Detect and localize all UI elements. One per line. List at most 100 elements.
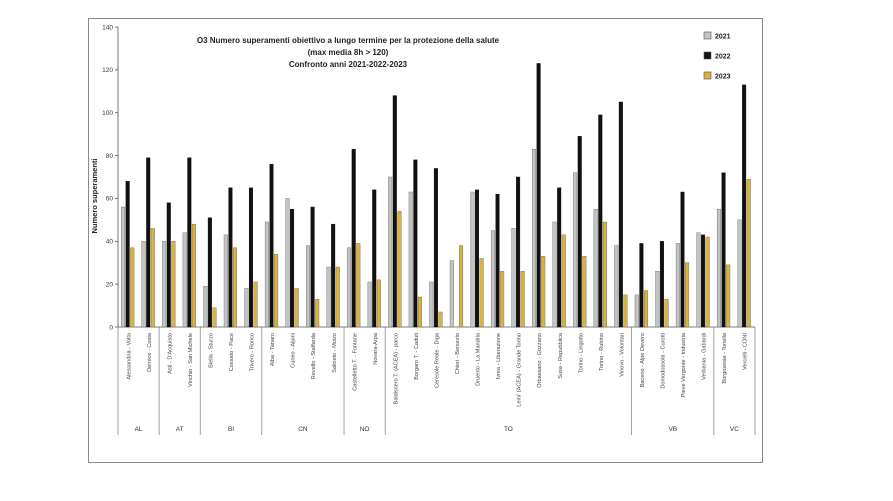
bar-2023 xyxy=(212,307,217,328)
bar-2023 xyxy=(479,258,484,328)
category-label: Saliceto - Moizo xyxy=(332,333,338,373)
y-tick-label: 140 xyxy=(102,24,113,31)
bar-2023 xyxy=(171,241,176,328)
bar-2022 xyxy=(433,168,438,328)
bar-2023 xyxy=(459,245,464,328)
bar-2023 xyxy=(376,279,381,328)
bar-2022 xyxy=(475,189,480,328)
legend-label-2022: 2022 xyxy=(715,54,731,61)
category-label: Vercelli - CONI xyxy=(743,333,749,370)
bar-2021 xyxy=(141,241,146,328)
bar-2023 xyxy=(602,221,607,328)
legend-swatch-2021 xyxy=(703,31,712,40)
category-label: Leini' (ACEA) - Grande Torino xyxy=(517,333,523,407)
y-tick-label: 60 xyxy=(106,196,114,203)
bar-2021 xyxy=(593,208,598,328)
bar-2021 xyxy=(511,228,516,328)
category-label: Dernice - Costa xyxy=(147,332,153,372)
y-tick-label: 40 xyxy=(106,239,114,246)
bar-2022 xyxy=(721,172,726,328)
legend: 2021 2022 2023 xyxy=(703,31,731,81)
category-label: Vinovo - Volontari xyxy=(619,333,625,377)
bar-2022 xyxy=(290,208,295,328)
bar-2022 xyxy=(536,63,541,328)
bar-2021 xyxy=(634,294,639,328)
bar-2023 xyxy=(417,296,422,328)
y-tick-label: 20 xyxy=(106,281,114,288)
bar-2023 xyxy=(130,247,135,328)
chart-frame xyxy=(88,18,763,463)
group-labels: AL AT BI CN NO TO VB VC xyxy=(117,327,756,435)
y-tick-label: 80 xyxy=(106,153,114,160)
bar-2023 xyxy=(500,271,505,328)
bar-2022 xyxy=(125,181,130,328)
bar-2021 xyxy=(408,191,413,328)
y-axis-label: Numero superamenti xyxy=(90,158,99,233)
bar-2023 xyxy=(150,228,155,328)
bar-2021 xyxy=(737,219,742,328)
bar-2023 xyxy=(274,253,279,328)
bar-2022 xyxy=(146,157,151,328)
bar-2023 xyxy=(541,256,546,328)
bar-2023 xyxy=(561,234,566,328)
bar-2022 xyxy=(187,157,192,328)
bar-2021 xyxy=(429,281,434,328)
bar-2021 xyxy=(367,281,372,328)
bar-2021 xyxy=(162,241,167,328)
legend-swatch-2023 xyxy=(703,71,712,80)
bar-2022 xyxy=(392,95,397,328)
bar-2022 xyxy=(351,148,356,328)
bar-2023 xyxy=(685,262,690,328)
bar-2023 xyxy=(294,288,299,328)
category-label: Revello - Staffarda xyxy=(311,332,317,379)
y-tick-label: 100 xyxy=(102,110,113,117)
group-label: AT xyxy=(176,426,184,433)
chart-title-line-2: (max media 8h > 120) xyxy=(308,48,389,57)
category-label: Alessandria - Volta xyxy=(126,332,132,380)
category-label: Castelletto T. - Fontane xyxy=(352,333,358,391)
category-label: Alba - Tanaro xyxy=(270,333,276,366)
bar-2022 xyxy=(331,223,336,328)
bar-2021 xyxy=(573,172,578,328)
legend-label-2021: 2021 xyxy=(715,34,731,41)
category-label: Baceno - Alpe Devero xyxy=(640,333,646,387)
category-label: Ivrea - Liberazione xyxy=(496,333,502,379)
legend-swatch-2022 xyxy=(703,51,712,60)
bar-2023 xyxy=(438,311,443,328)
group-label: BI xyxy=(228,426,234,433)
category-label: Torino - Rubino xyxy=(599,333,605,371)
bar-2021 xyxy=(675,243,680,328)
group-label: NO xyxy=(360,426,370,433)
bar-2021 xyxy=(223,234,228,328)
bar-2023 xyxy=(233,247,238,328)
bar-2021 xyxy=(203,286,208,328)
group-label: VC xyxy=(730,426,739,433)
bar-2022 xyxy=(310,206,315,328)
bar-2021 xyxy=(490,230,495,328)
group-label: CN xyxy=(298,426,308,433)
category-label: Trivero - Ronco xyxy=(250,333,256,371)
category-label: Cossato - Pace xyxy=(229,333,235,371)
bar-2023 xyxy=(397,211,402,328)
bar-2023 xyxy=(726,264,731,328)
bar-2022 xyxy=(495,193,500,328)
category-labels: Alessandria - Volta Dernice - Costa Asti -… xyxy=(126,332,748,407)
bar-2022 xyxy=(659,241,664,328)
bar-2021 xyxy=(326,266,331,328)
bar-2021 xyxy=(470,191,475,328)
bar-2021 xyxy=(532,148,537,328)
bar-2021 xyxy=(264,221,269,328)
category-label: Cuneo - Alpini xyxy=(291,333,297,368)
bar-2022 xyxy=(639,243,644,328)
bar-2021 xyxy=(121,206,126,328)
bar-2023 xyxy=(253,281,258,328)
bar-2021 xyxy=(388,176,393,328)
group-label: AL xyxy=(135,426,143,433)
bar-2022 xyxy=(372,189,377,328)
bar-2023 xyxy=(746,178,751,328)
bar-2021 xyxy=(182,232,187,328)
bar-2021 xyxy=(552,221,557,328)
category-label: Orbassano - Gozzano xyxy=(537,333,543,388)
bar-2023 xyxy=(582,256,587,328)
